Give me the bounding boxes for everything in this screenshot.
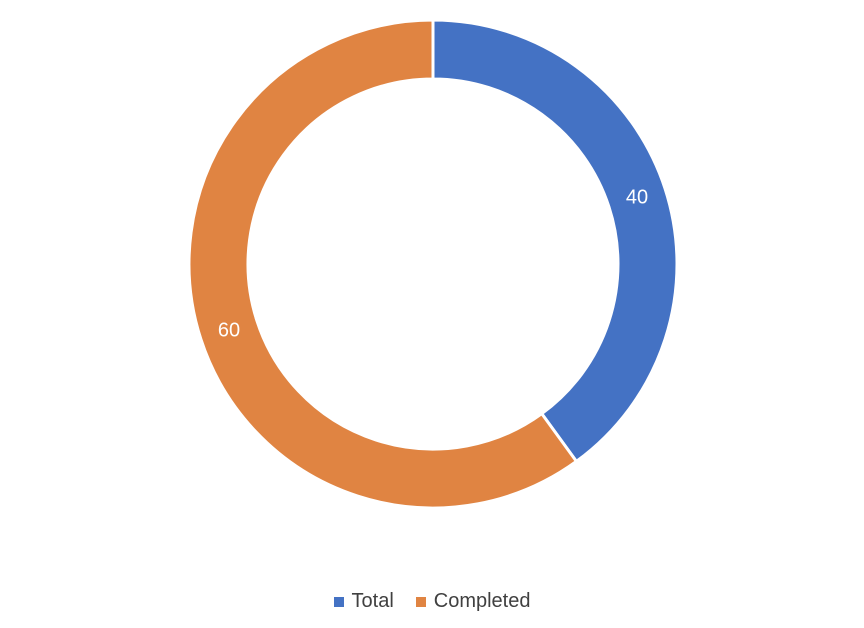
- slice-completed: [187, 18, 579, 510]
- legend-label-completed: Completed: [433, 590, 531, 612]
- legend-item-completed: Completed: [415, 590, 531, 613]
- legend-label-total: Total: [351, 590, 394, 612]
- data-label-total: 40: [626, 187, 648, 209]
- legend-item-total: Total: [333, 590, 394, 613]
- chart-legend: Total Completed: [0, 590, 864, 613]
- slice-total: [431, 18, 679, 464]
- legend-swatch-completed: [415, 596, 426, 607]
- data-label-completed: 60: [218, 319, 240, 341]
- legend-swatch-total: [333, 596, 344, 607]
